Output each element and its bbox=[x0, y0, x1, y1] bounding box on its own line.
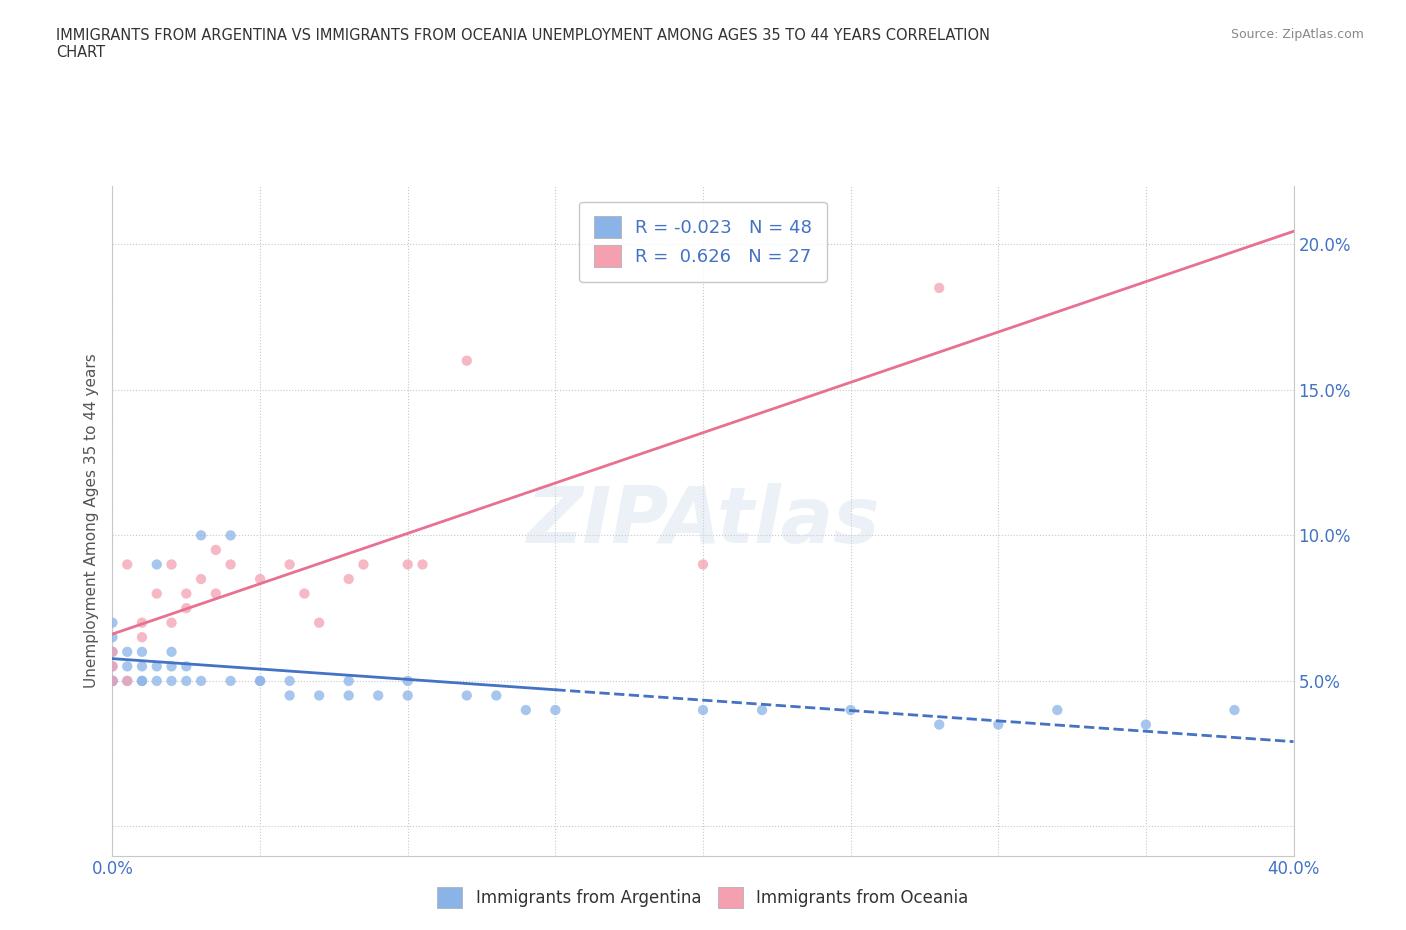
Point bbox=[396, 673, 419, 688]
Point bbox=[131, 616, 153, 631]
Point bbox=[101, 616, 124, 631]
Legend: Immigrants from Argentina, Immigrants from Oceania: Immigrants from Argentina, Immigrants fr… bbox=[430, 881, 976, 914]
Text: IMMIGRANTS FROM ARGENTINA VS IMMIGRANTS FROM OCEANIA UNEMPLOYMENT AMONG AGES 35 : IMMIGRANTS FROM ARGENTINA VS IMMIGRANTS … bbox=[56, 28, 990, 60]
Point bbox=[146, 659, 169, 674]
Point bbox=[928, 281, 950, 296]
Point bbox=[117, 557, 138, 572]
Point bbox=[308, 688, 330, 703]
Point bbox=[249, 673, 271, 688]
Point bbox=[101, 644, 124, 659]
Point bbox=[987, 717, 1010, 732]
Point bbox=[190, 528, 212, 543]
Point bbox=[117, 644, 138, 659]
Point bbox=[249, 572, 271, 587]
Point bbox=[367, 688, 389, 703]
Point bbox=[101, 673, 124, 688]
Point bbox=[839, 702, 862, 717]
Point bbox=[131, 673, 153, 688]
Point bbox=[219, 557, 242, 572]
Point bbox=[485, 688, 508, 703]
Point bbox=[928, 717, 950, 732]
Point bbox=[278, 557, 301, 572]
Point bbox=[117, 673, 138, 688]
Point bbox=[751, 702, 773, 717]
Text: ZIPAtlas: ZIPAtlas bbox=[526, 483, 880, 559]
Text: Source: ZipAtlas.com: Source: ZipAtlas.com bbox=[1230, 28, 1364, 41]
Point bbox=[131, 644, 153, 659]
Point bbox=[117, 673, 138, 688]
Point bbox=[456, 688, 478, 703]
Point bbox=[352, 557, 374, 572]
Point bbox=[278, 673, 301, 688]
Point bbox=[1046, 702, 1069, 717]
Point bbox=[692, 702, 714, 717]
Point bbox=[146, 673, 169, 688]
Point bbox=[160, 659, 183, 674]
Point bbox=[160, 644, 183, 659]
Y-axis label: Unemployment Among Ages 35 to 44 years: Unemployment Among Ages 35 to 44 years bbox=[83, 353, 98, 688]
Point bbox=[337, 572, 360, 587]
Point bbox=[160, 557, 183, 572]
Point bbox=[101, 673, 124, 688]
Point bbox=[544, 702, 567, 717]
Point bbox=[515, 702, 537, 717]
Point bbox=[337, 673, 360, 688]
Point bbox=[219, 528, 242, 543]
Point bbox=[160, 673, 183, 688]
Point bbox=[101, 673, 124, 688]
Point bbox=[174, 601, 197, 616]
Point bbox=[292, 586, 315, 601]
Point bbox=[174, 586, 197, 601]
Point bbox=[101, 630, 124, 644]
Point bbox=[1223, 702, 1246, 717]
Point bbox=[101, 673, 124, 688]
Point bbox=[131, 673, 153, 688]
Point bbox=[160, 616, 183, 631]
Point bbox=[337, 688, 360, 703]
Point bbox=[205, 586, 228, 601]
Point bbox=[117, 659, 138, 674]
Point bbox=[146, 557, 169, 572]
Point bbox=[278, 688, 301, 703]
Point bbox=[190, 572, 212, 587]
Point bbox=[131, 659, 153, 674]
Point bbox=[101, 644, 124, 659]
Point bbox=[174, 673, 197, 688]
Point bbox=[174, 659, 197, 674]
Point bbox=[692, 557, 714, 572]
Point bbox=[249, 673, 271, 688]
Point bbox=[131, 630, 153, 644]
Point bbox=[396, 557, 419, 572]
Point bbox=[411, 557, 433, 572]
Point bbox=[146, 586, 169, 601]
Point bbox=[101, 659, 124, 674]
Point bbox=[101, 659, 124, 674]
Point bbox=[396, 688, 419, 703]
Point bbox=[190, 673, 212, 688]
Point bbox=[308, 616, 330, 631]
Point bbox=[219, 673, 242, 688]
Point bbox=[205, 542, 228, 557]
Point bbox=[1135, 717, 1157, 732]
Point bbox=[101, 673, 124, 688]
Point bbox=[456, 353, 478, 368]
